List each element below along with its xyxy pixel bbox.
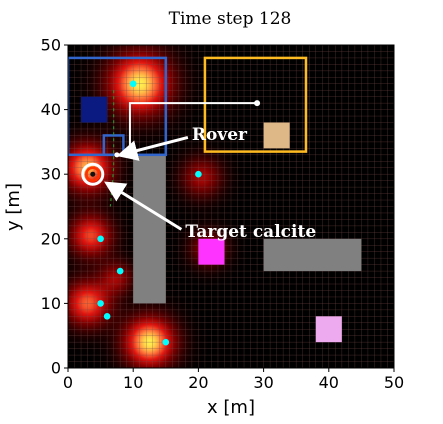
cyan-point [97, 235, 104, 243]
cyan-point [103, 313, 111, 320]
colored-square [315, 316, 342, 343]
cyan-point [116, 267, 124, 275]
target-center [90, 171, 96, 177]
rover-marker [114, 152, 120, 158]
plot-area: Rover Target calcite [67, 44, 395, 369]
cyan-point [195, 170, 202, 178]
colored-square [81, 96, 108, 123]
obstacle [263, 238, 362, 272]
y-axis-label: y [m] [3, 183, 24, 231]
y-tick-label: 30 [41, 165, 61, 184]
target-ring-outer [81, 162, 105, 186]
y-tick-label: 10 [41, 294, 61, 313]
cyan-point [97, 300, 104, 307]
target-ring-inner [85, 166, 101, 182]
x-tick-label: 20 [188, 373, 208, 392]
cyan-point [129, 80, 137, 88]
x-tick-label: 30 [253, 373, 273, 392]
x-axis-ticks: 0 10 20 30 40 50 [63, 368, 404, 392]
x-tick-label: 40 [319, 373, 339, 392]
colored-square [263, 122, 290, 149]
annotation-label: Rover [192, 125, 248, 145]
x-tick-label: 50 [384, 373, 404, 392]
obstacle [133, 154, 166, 304]
outline-rectangle [203, 56, 308, 153]
colored-square [198, 238, 225, 265]
annotation-arrow [104, 181, 183, 231]
y-axis-ticks: 0 10 20 30 40 50 [41, 36, 68, 378]
path-end-point [254, 100, 261, 107]
y-tick-label: 20 [41, 229, 61, 248]
chart-title: Time step 128 [169, 9, 292, 29]
axes-frame [67, 44, 395, 369]
y-tick-label: 0 [51, 359, 61, 378]
planned-path [128, 102, 258, 155]
y-tick-label: 40 [41, 100, 61, 119]
annotation-label: Target calcite [185, 222, 316, 242]
x-tick-label: 0 [63, 373, 73, 392]
x-tick-label: 10 [123, 373, 143, 392]
x-axis-label: x [m] [207, 397, 255, 418]
cyan-point [162, 338, 170, 346]
y-tick-label: 50 [41, 36, 61, 55]
annotation-arrow [116, 135, 189, 161]
